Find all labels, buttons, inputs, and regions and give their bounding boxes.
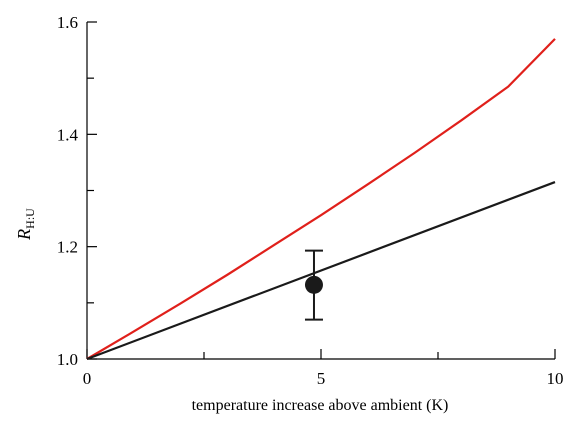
- series-layer: [86, 38, 556, 361]
- series-line-1: [86, 38, 556, 360]
- y-axis-label-subscript: H:U: [23, 208, 37, 229]
- data-point: [304, 275, 323, 294]
- y-tick-label: 1.0: [57, 350, 78, 369]
- x-axis-label: temperature increase above ambient (K): [192, 397, 449, 414]
- y-tick-label: 1.6: [57, 13, 78, 32]
- points-layer: [304, 249, 323, 321]
- y-tick-label: 1.4: [57, 125, 79, 144]
- x-tick-label: 5: [317, 369, 326, 388]
- x-tick-label: 0: [83, 369, 92, 388]
- series-line-2: [86, 181, 556, 361]
- axes: [86, 22, 555, 360]
- y-tick-label: 1.2: [57, 238, 78, 257]
- y-axis-label: RH:U: [14, 208, 37, 241]
- x-tick-label: 10: [547, 369, 564, 388]
- y-axis-label-main: R: [14, 229, 34, 241]
- ticks: 1.0 1.2 1.4 1.6 0 5 10: [57, 13, 564, 388]
